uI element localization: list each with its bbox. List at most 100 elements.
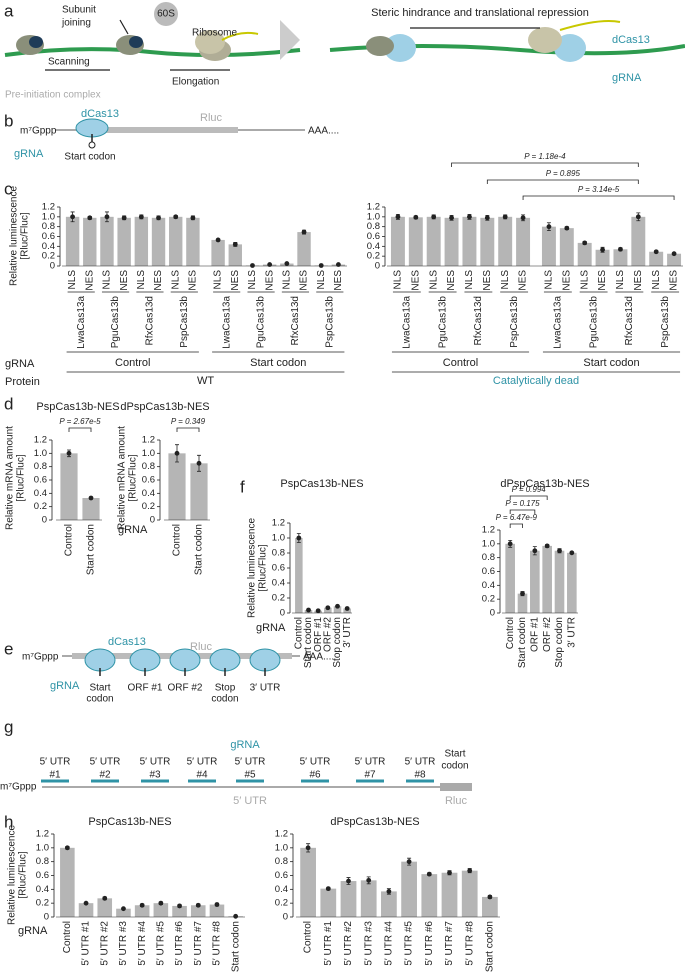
bar: [333, 606, 342, 613]
diagram-text: 60S: [157, 9, 175, 20]
x-tick-label: Start codon: [517, 617, 528, 668]
diagram-text: gRNA: [612, 72, 642, 84]
diagram-text: 5′ UTR: [40, 757, 71, 768]
p-value: P = 0.994: [512, 485, 547, 494]
diagram-text: #8: [414, 770, 426, 781]
x-axis-label: gRNA: [256, 622, 286, 634]
bar: [100, 216, 114, 266]
x-tick-label: 5′ UTR #4: [137, 921, 148, 966]
p-bracket: [509, 523, 523, 528]
y-tick-label: 1.2: [42, 202, 55, 213]
group-label: PguCas13b: [588, 296, 599, 349]
y-tick-label: 1.2: [142, 435, 155, 446]
x-tick-label: NLS: [428, 270, 439, 290]
bar: [401, 861, 417, 917]
bar: [134, 905, 150, 917]
y-tick-label: 0.6: [142, 475, 155, 486]
bar: [116, 908, 131, 917]
bar: [190, 905, 206, 917]
mean-dot: [156, 215, 161, 221]
x-tick-label: Start codon: [303, 617, 314, 668]
bar: [297, 232, 311, 266]
y-axis-label: Relative luminescence: [247, 518, 258, 618]
p-bracket: [522, 195, 675, 200]
diagram-text: Start codon: [64, 152, 115, 163]
diagram-text: 5′ UTR: [405, 757, 436, 768]
x-tick-label: Control: [505, 617, 516, 649]
bar: [461, 870, 478, 917]
mean-dot: [190, 215, 196, 221]
mean-dot: [318, 263, 324, 268]
y-tick-label: 0.4: [272, 578, 285, 589]
y-tick-label: 0.2: [34, 501, 47, 512]
x-tick-label: NES: [299, 270, 310, 291]
mean-dot: [66, 450, 72, 456]
mean-dot: [315, 608, 321, 614]
mean-dot: [335, 603, 340, 609]
y-tick-label: 0.2: [272, 593, 285, 604]
diagram-text: #4: [196, 770, 208, 781]
x-tick-label: 5′ UTR #4: [384, 921, 395, 966]
x-tick-label: Control: [172, 524, 183, 556]
mean-dot: [195, 902, 201, 908]
y-tick-label: 0: [375, 261, 380, 272]
mean-dot: [70, 214, 75, 220]
group-label: PguCas13b: [437, 296, 448, 349]
diagram-text: joining: [61, 18, 91, 29]
mean-dot: [484, 215, 490, 221]
x-tick-label: 3′ UTR: [566, 617, 577, 648]
bar: [559, 228, 574, 266]
x-tick-label: NLS: [213, 270, 224, 290]
x-tick-label: NLS: [170, 270, 181, 290]
bar: [117, 217, 131, 266]
y-tick-label: 0: [150, 515, 155, 526]
x-tick-label: 5′ UTR #2: [343, 921, 354, 966]
x-tick-label: NES: [119, 270, 130, 291]
p-value: P = 0.895: [546, 169, 581, 178]
y-tick-label: 0.2: [142, 501, 155, 512]
x-tick-label: 5′ UTR #8: [464, 921, 475, 966]
diagram-text: m⁷Gppp: [20, 126, 57, 137]
bar: [390, 216, 405, 266]
y-tick-label: 1.0: [275, 842, 288, 853]
p-value: P = 3.14e-5: [578, 185, 620, 194]
y-tick-label: 0.6: [36, 870, 49, 881]
x-tick-label: ORF #1: [313, 617, 324, 652]
chart-title: dPspCas13b-NES: [120, 401, 209, 413]
bar: [324, 607, 332, 613]
diagram-text: Start: [89, 683, 110, 694]
x-tick-label: Stop codon: [554, 617, 565, 668]
x-tick-label: Control: [293, 617, 304, 649]
mean-dot: [395, 214, 401, 220]
mean-dot: [233, 913, 239, 919]
p-value: P = 0.175: [505, 499, 540, 508]
diagram-text: dCas13: [108, 636, 146, 648]
diagram-text: codon: [211, 694, 238, 705]
mean-dot: [532, 548, 538, 554]
group-label: PguCas13b: [256, 296, 267, 349]
y-axis-label: [Rluc/Fluc]: [16, 454, 27, 501]
y-tick-label: 0.8: [142, 461, 155, 472]
x-tick-label: Control: [62, 921, 73, 953]
bar: [498, 216, 513, 266]
bar: [360, 880, 377, 917]
panel-letter: g: [4, 717, 13, 736]
mean-dot: [121, 906, 126, 912]
x-tick-label: 5′ UTR #1: [81, 921, 92, 966]
x-axis-label: gRNA: [18, 925, 48, 937]
x-tick-label: ORF #2: [542, 617, 553, 652]
x-tick-label: NES: [561, 270, 572, 291]
bar: [169, 216, 183, 266]
mean-dot: [653, 249, 659, 255]
y-tick-label: 1.0: [42, 211, 55, 222]
bar: [595, 249, 610, 266]
bar: [78, 903, 94, 917]
bar: [541, 226, 556, 266]
mean-dot: [284, 261, 290, 266]
x-tick-label: NES: [264, 270, 275, 291]
mean-dot: [104, 214, 110, 220]
y-tick-label: 0.8: [275, 856, 288, 867]
x-tick-label: 5′ UTR #5: [404, 921, 415, 966]
y-tick-label: 0.6: [42, 231, 55, 242]
bar: [134, 216, 149, 266]
